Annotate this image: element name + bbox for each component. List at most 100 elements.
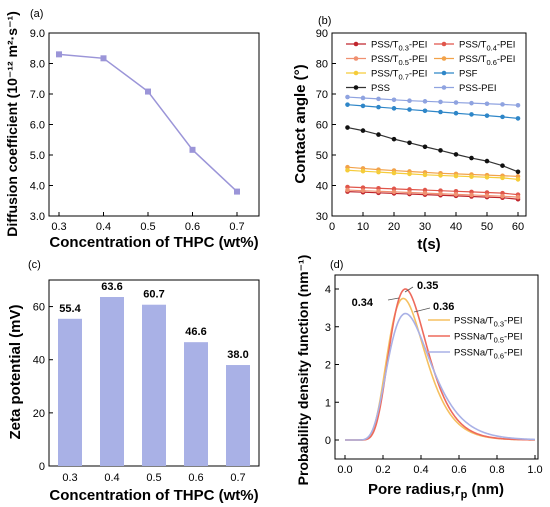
d-ytick-label: 4 <box>325 284 331 296</box>
panel-b-plot <box>345 94 521 202</box>
b-data-point <box>376 132 381 137</box>
d-legend-label-sub: 0.3 <box>494 320 504 329</box>
d-xtick-label: 0.8 <box>489 464 504 476</box>
b-data-point <box>391 136 397 142</box>
b-data-point <box>438 99 443 105</box>
b-legend-label: PSS/T0.3-PEI <box>371 40 427 53</box>
b-data-point <box>453 110 459 116</box>
b-data-point <box>345 167 350 173</box>
b-ytick-label: 60 <box>316 120 328 132</box>
c-ytick-label: 20 <box>33 408 45 420</box>
b-data-point <box>500 114 505 120</box>
d-legend-label-rest: -PEI <box>504 348 522 359</box>
b-data-point <box>438 148 443 153</box>
panel-b-ylabel: Contact angle (°) <box>292 64 309 183</box>
b-legend-label-rest: -PEI <box>409 54 427 65</box>
panel-c-xlabel: Concentration of THPC (wt%) <box>49 487 258 504</box>
c-bar-value-label: 60.7 <box>143 289 164 301</box>
b-legend-label: PSS/T0.7-PEI <box>371 69 427 82</box>
c-ytick-label: 40 <box>33 355 45 367</box>
c-bar-value-label: 38.0 <box>227 349 248 361</box>
b-legend-label-sub: 0.6 <box>486 58 496 67</box>
panel-b-xlabel: t(s) <box>417 236 440 253</box>
b-xtick-label: 20 <box>388 221 400 233</box>
b-legend-label: PSS/T0.4-PEI <box>459 40 515 53</box>
d-xtick-label: 0.0 <box>337 464 352 476</box>
b-legend-marker <box>441 85 447 90</box>
d-legend-label-main: PSSNa/T <box>454 316 494 327</box>
d-ytick-label: 1 <box>325 397 331 409</box>
b-data-point <box>345 125 350 130</box>
a-ytick-label: 3.0 <box>30 211 45 223</box>
b-legend-label-main: PSS/T <box>459 54 487 65</box>
a-ytick-label: 6.0 <box>30 120 45 132</box>
b-series-line <box>347 166 519 177</box>
b-data-point <box>469 112 474 117</box>
b-data-point <box>391 97 397 103</box>
b-data-point <box>515 169 521 175</box>
d-legend-label: PSSNa/T0.6-PEI <box>454 348 523 361</box>
panel-d-ylabel: Probability density function (nm⁻¹) <box>295 255 311 486</box>
panel-c-plot: 55.4 63.6 60.7 46.6 38.0 <box>58 281 250 466</box>
d-peak-arrow <box>404 286 414 293</box>
b-series-line <box>347 189 519 198</box>
b-legend-label-sub: 0.5 <box>398 58 408 67</box>
b-xtick-label: 40 <box>450 221 462 233</box>
d-legend-label-main: PSSNa/T <box>454 332 494 343</box>
b-xtick-label: 50 <box>481 221 493 233</box>
b-data-point <box>407 98 412 104</box>
b-data-point <box>484 113 490 118</box>
b-data-point <box>438 109 443 115</box>
b-ytick-label: 30 <box>316 211 328 223</box>
panel-a-frame <box>48 32 260 217</box>
c-bar <box>184 342 208 466</box>
b-data-point <box>345 102 350 107</box>
c-ytick-label: 60 <box>33 302 45 314</box>
b-legend-label: PSS/T0.5-PEI <box>371 54 427 67</box>
panel-c-label: (c) <box>28 259 41 271</box>
b-series-line <box>347 96 519 106</box>
b-ytick-label: 70 <box>316 89 328 101</box>
d-ytick-label: 3 <box>325 322 331 334</box>
b-data-point <box>484 193 490 198</box>
panel-d-xlabel-sub: p <box>461 489 468 501</box>
panel-d-frame <box>334 274 539 460</box>
d-peak-arrow <box>387 297 400 301</box>
b-data-point <box>407 190 412 195</box>
b-xtick-label: 60 <box>512 221 524 233</box>
b-data-point <box>422 172 428 178</box>
b-legend-marker <box>353 85 359 90</box>
d-legend-label-sub: 0.5 <box>494 336 504 345</box>
b-series-line <box>347 191 519 200</box>
panel-b-ticks: 0 10 20 30 40 50 60 30 40 50 60 70 80 90 <box>316 28 524 233</box>
d-xtick-label: 1.0 <box>527 464 542 476</box>
b-ytick-label: 40 <box>316 181 328 193</box>
b-data-point <box>469 155 474 161</box>
b-legend-label-rest: -PEI <box>409 69 427 80</box>
c-xtick-label: 0.4 <box>104 472 119 484</box>
d-legend-label-sub: 0.6 <box>494 352 504 361</box>
b-legend-marker <box>353 56 359 61</box>
b-xtick-label: 10 <box>357 221 369 233</box>
c-bar <box>142 304 166 466</box>
panel-d-label: (d) <box>330 259 343 271</box>
c-xtick-label: 0.7 <box>230 472 245 484</box>
a-ytick-label: 7.0 <box>30 89 45 101</box>
b-xtick-label: 0 <box>329 221 335 233</box>
b-legend-label-rest: -PEI <box>497 40 515 51</box>
panel-d-xlabel-unit: (nm) <box>467 481 504 498</box>
b-legend-label: PSS-PEI <box>459 83 497 94</box>
b-data-point <box>376 188 381 194</box>
b-data-point <box>500 175 505 181</box>
b-legend-label-main: PSS/T <box>371 69 399 80</box>
a-ytick-label: 4.0 <box>30 181 45 193</box>
b-data-point <box>360 188 366 193</box>
d-legend-label: PSSNa/T0.3-PEI <box>454 316 523 329</box>
b-data-point <box>469 100 474 106</box>
c-xtick-label: 0.6 <box>188 472 203 484</box>
b-data-point <box>469 174 474 179</box>
b-data-point <box>376 96 381 102</box>
b-legend-label-sub: 0.4 <box>486 44 496 53</box>
